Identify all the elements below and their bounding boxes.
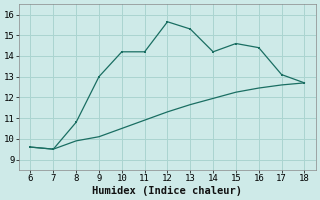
X-axis label: Humidex (Indice chaleur): Humidex (Indice chaleur): [92, 186, 243, 196]
